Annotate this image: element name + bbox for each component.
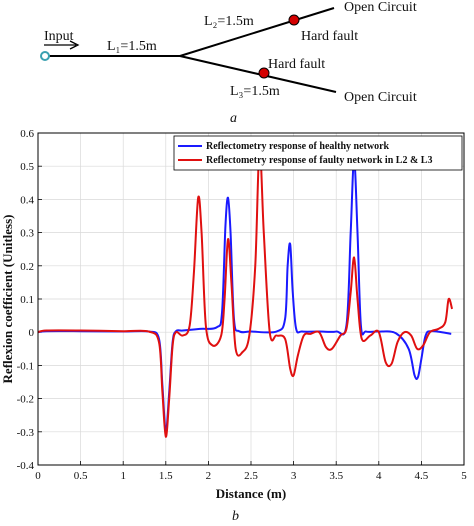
l1-label: L₁=1.5m [107,39,157,54]
y-tick-label: 0.3 [20,228,34,240]
open-circuit-upper: Open Circuit [344,0,417,15]
l2-label: L₂=1.5m [204,14,254,29]
x-tick-label: 1.5 [159,470,173,482]
x-axis-label: Distance (m) [216,486,286,501]
y-tick-labels: -0.4 -0.3 -0.2 -0.1 0 0.1 0.2 0.3 0.4 0.5 0.6 [17,128,35,472]
series-layer [37,146,454,438]
legend-label-healthy: Reflectometry response of healthy networ… [206,141,390,152]
y-tick-label: 0 [29,327,35,339]
network-diagram: Input L₁=1.5m L₂=1.5m L₃=1.5m Hard fault… [40,0,417,126]
input-arrow-head [69,40,80,50]
panel-a-label: a [230,111,237,126]
legend-box [173,135,463,171]
fault-marker-l3 [258,67,270,79]
cable-l2 [179,7,335,57]
input-node [40,51,50,61]
y-tick-label: 0.5 [20,161,34,173]
open-circuit-lower: Open Circuit [344,90,417,105]
x-tick-label: 2.5 [244,470,258,482]
series-faulty-line [37,146,454,438]
y-tick-label: -0.4 [17,460,35,472]
x-tick-label: 5 [461,470,467,482]
cable-l3 [179,55,337,93]
x-tick-label: 3.5 [329,470,343,482]
l3-label: L₃=1.5m [230,84,280,99]
x-tick-label: 4.5 [415,470,429,482]
fault-label-upper: Hard fault [301,29,358,44]
plot-frame [37,132,465,466]
x-tick-label: 0 [35,470,41,482]
y-tick-label: 0.4 [20,194,34,206]
fault-label-lower: Hard fault [268,57,325,72]
y-tick-label: -0.3 [17,427,35,439]
legend-label-faulty: Reflectometry response of faulty network… [206,155,432,166]
x-tick-labels: 0 0.5 1 1.5 2 2.5 3 3.5 4 4.5 5 [35,470,467,482]
input-label: Input [44,29,74,44]
y-tick-label: 0.1 [20,294,34,306]
x-tick-label: 4 [376,470,382,482]
y-tick-label: -0.2 [17,394,34,406]
x-tick-label: 3 [291,470,297,482]
legend: Reflectometry response of healthy networ… [173,135,463,171]
x-tick-label: 2 [206,470,212,482]
y-axis-label: Reflexion coefficient (Unitless) [0,215,15,384]
x-tick-label: 1 [120,470,126,482]
y-tick-label: 0.6 [20,128,34,140]
x-tick-label: 0.5 [74,470,88,482]
reflectometry-chart: 0 0.5 1 1.5 2 2.5 3 3.5 4 4.5 5 -0.4-0.3-0.2-0.100… [0,128,467,524]
fault-marker-l2 [288,14,300,26]
panel-b-label: b [232,509,239,524]
y-tick-label: 0.2 [20,261,34,273]
y-tick-label: -0.1 [17,360,34,372]
